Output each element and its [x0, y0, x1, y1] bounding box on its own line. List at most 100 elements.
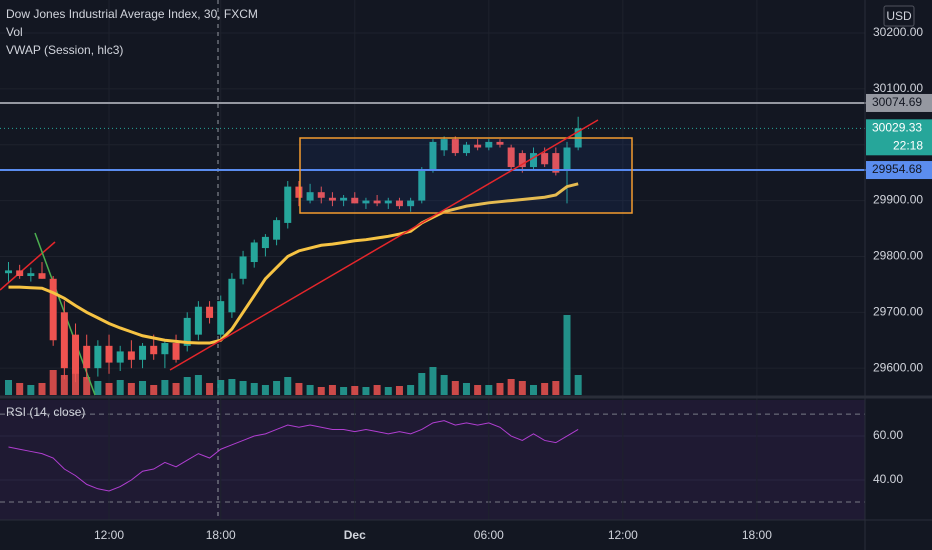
candle-body	[306, 192, 314, 201]
range-box	[299, 137, 633, 214]
candle-body	[228, 278, 236, 313]
candle-body	[139, 345, 147, 360]
candle-body	[161, 343, 169, 355]
candle-body	[206, 306, 214, 318]
volume-bar	[261, 385, 269, 395]
price-label: 30074.69	[872, 95, 922, 109]
price-label-box	[866, 161, 932, 180]
candle-body	[5, 270, 12, 274]
x-tick-label: 12:00	[608, 528, 638, 542]
volume-bar	[284, 377, 292, 395]
candle-body	[284, 186, 292, 223]
rsi-pane	[0, 400, 865, 520]
candle-body	[116, 351, 124, 363]
candle-body	[496, 141, 504, 145]
volume-bar	[384, 387, 392, 395]
candle-body	[429, 141, 437, 170]
candle-body	[105, 345, 113, 363]
candle-body	[194, 306, 202, 335]
volume-bar	[183, 377, 191, 395]
y-tick-label: 30100.00	[873, 81, 923, 95]
candle-body	[49, 278, 57, 341]
currency: USD	[886, 9, 912, 23]
volume-bar	[228, 379, 236, 395]
candle-body	[395, 200, 403, 207]
chart-title: Dow Jones Industrial Average Index, 30, …	[6, 7, 258, 21]
volume-bar	[574, 375, 582, 395]
candle-body	[563, 147, 571, 170]
y-tick-label: 29900.00	[873, 193, 923, 207]
volume-bar	[306, 385, 314, 395]
candle-body	[38, 273, 46, 279]
volume-bar	[328, 385, 336, 395]
countdown: 22:18	[893, 138, 923, 152]
candle-body	[518, 153, 526, 168]
volume-bar	[139, 381, 147, 395]
candle-body	[451, 139, 459, 154]
candle-body	[462, 144, 470, 154]
candle-body	[317, 192, 325, 198]
volume-bar	[127, 383, 135, 395]
candle-body	[418, 169, 426, 201]
y-tick-label: 29600.00	[873, 360, 923, 374]
volume-bar	[440, 375, 448, 395]
candle-body	[541, 153, 549, 165]
volume-bar	[518, 381, 526, 395]
volume-bar	[5, 380, 12, 395]
candle-body	[407, 200, 415, 207]
volume-bar	[116, 380, 124, 395]
candle-body	[485, 141, 493, 148]
candle-body	[239, 256, 247, 279]
rsi-tick-label: 60.00	[873, 428, 903, 442]
volume-bar	[462, 383, 470, 395]
trend-line	[169, 119, 599, 371]
candle-body	[507, 147, 515, 168]
volume-bar	[217, 380, 225, 395]
volume-bar	[429, 367, 437, 395]
y-tick-label: 29700.00	[873, 304, 923, 318]
x-tick-label: 06:00	[474, 528, 504, 542]
volume-bar	[507, 379, 515, 395]
candle-body	[440, 139, 448, 151]
candle-body	[27, 273, 35, 276]
trend-line	[0, 241, 56, 291]
volume-bar	[150, 385, 158, 395]
volume-bar	[317, 387, 325, 395]
candle-body	[127, 351, 135, 360]
candle-body	[552, 153, 560, 173]
candle-body	[373, 200, 381, 204]
currency-box[interactable]	[883, 5, 915, 27]
candle-body	[362, 200, 370, 204]
volume-bar	[563, 315, 571, 395]
candle-body	[384, 200, 392, 204]
volume-bar	[83, 377, 91, 395]
last-price-box	[866, 119, 932, 156]
candle-body	[60, 312, 68, 369]
volume-bar	[239, 381, 247, 395]
volume-bar	[250, 383, 258, 395]
candle-body	[172, 343, 180, 360]
rsi-line	[8, 420, 579, 492]
y-tick-label: 29800.00	[873, 249, 923, 263]
candle-body	[72, 334, 80, 374]
candle-body	[250, 242, 258, 263]
volume-bar	[496, 383, 504, 395]
volume-bar	[552, 381, 560, 395]
volume-bar	[395, 386, 403, 395]
volume-bar	[362, 387, 370, 395]
candle-body	[328, 197, 336, 201]
rsi-tick-label: 40.00	[873, 472, 903, 486]
volume-bar	[407, 385, 415, 395]
volume-bar	[373, 385, 381, 395]
volume-bar	[295, 383, 303, 395]
x-tick-label: 12:00	[94, 528, 124, 542]
legend-rsi: RSI (14, close)	[6, 405, 85, 419]
volume-bar	[172, 383, 180, 395]
candle-body	[183, 317, 191, 346]
candle-body	[83, 345, 91, 369]
legend-volume: Vol	[6, 25, 23, 39]
candle-body	[217, 301, 225, 335]
candle-body	[529, 153, 537, 168]
volume-bar	[541, 383, 549, 395]
volume-bar	[474, 385, 482, 395]
